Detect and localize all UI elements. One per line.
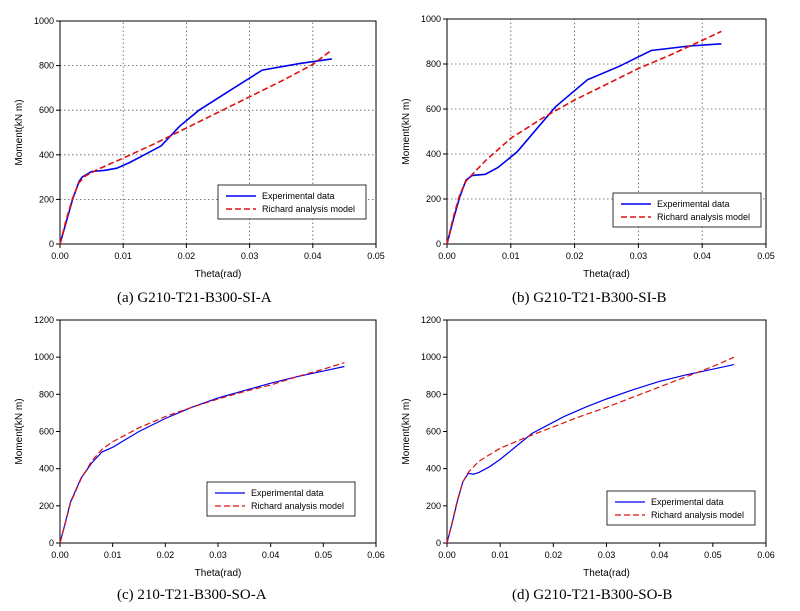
legend: Experimental data Richard analysis model: [206, 481, 356, 517]
x-tick-label: 0.03: [630, 251, 648, 261]
y-tick-label: 1200: [421, 315, 441, 325]
y-tick-label: 400: [39, 150, 54, 160]
y-tick-label: 600: [426, 104, 441, 114]
legend-box: [206, 481, 356, 517]
x-tick-label: 0.00: [51, 550, 69, 560]
x-tick-label: 0.03: [598, 550, 616, 560]
x-tick-label: 0.05: [757, 251, 775, 261]
y-tick-label: 400: [39, 464, 54, 474]
x-tick-label: 0.01: [114, 251, 132, 261]
y-axis-title: Moment(kN m): [401, 398, 412, 464]
x-tick-label: 0.06: [367, 550, 385, 560]
caption-b: (b) G210-T21-B300-SI-B: [512, 290, 667, 306]
chart-c: 0.00 0.01 0.02 0.03 0.04 0.05 0.06 0 200 400 600 80…: [14, 315, 385, 579]
x-tick-label: 0.00: [438, 251, 456, 261]
y-tick-label: 200: [39, 194, 54, 204]
x-tick-label: 0.05: [315, 550, 333, 560]
y-axis-title: Moment(kN m): [14, 398, 25, 464]
chart-d: 0.00 0.01 0.02 0.03 0.04 0.05 0.06 0 200 400 600 80…: [401, 315, 775, 579]
legend-label: Experimental data: [651, 497, 724, 507]
y-tick-label: 800: [39, 61, 54, 71]
caption-a: (a) G210-T21-B300-SI-A: [117, 290, 272, 306]
x-tick-label: 0.04: [262, 550, 280, 560]
chart-b: 0.00 0.01 0.02 0.03 0.04 0.05 0 200 400 600 800 100…: [401, 14, 775, 280]
y-tick-label: 600: [39, 105, 54, 115]
legend-box: [612, 192, 762, 228]
legend-label: Richard analysis model: [657, 212, 750, 222]
y-axis-title: Moment(kN m): [401, 98, 412, 164]
legend-label: Richard analysis model: [262, 204, 355, 214]
experimental-series-line: [59, 365, 345, 544]
x-axis-title: Theta(rad): [195, 269, 242, 280]
x-tick-label: 0.03: [209, 550, 227, 560]
legend-label: Experimental data: [657, 199, 730, 209]
legend-box: [606, 490, 756, 526]
caption-c: (c) 210-T21-B300-SO-A: [117, 587, 267, 603]
plot-frame: [59, 20, 377, 245]
model-series-line: [59, 362, 345, 544]
y-tick-label: 1000: [421, 14, 441, 24]
x-tick-label: 0.04: [651, 550, 669, 560]
y-tick-label: 0: [436, 239, 441, 249]
y-tick-label: 1000: [34, 16, 54, 26]
y-tick-label: 400: [426, 149, 441, 159]
legend-label: Experimental data: [251, 488, 324, 498]
x-tick-label: 0.00: [438, 550, 456, 560]
y-tick-label: 800: [39, 389, 54, 399]
y-tick-label: 600: [426, 427, 441, 437]
x-tick-label: 0.05: [367, 251, 385, 261]
y-axis-title: Moment(kN m): [14, 99, 25, 165]
legend-box: [217, 184, 367, 220]
y-tick-label: 200: [39, 501, 54, 511]
y-tick-label: 1200: [34, 315, 54, 325]
legend-label: Richard analysis model: [651, 510, 744, 520]
y-tick-label: 0: [49, 239, 54, 249]
x-tick-label: 0.01: [502, 251, 520, 261]
y-tick-label: 0: [49, 538, 54, 548]
x-axis-title: Theta(rad): [195, 568, 242, 579]
x-tick-label: 0.01: [104, 550, 122, 560]
y-tick-label: 1000: [34, 352, 54, 362]
y-tick-label: 600: [39, 427, 54, 437]
x-axis-title: Theta(rad): [583, 568, 630, 579]
y-tick-label: 800: [426, 389, 441, 399]
x-tick-label: 0.04: [304, 251, 322, 261]
x-axis-title: Theta(rad): [583, 269, 630, 280]
y-tick-label: 800: [426, 59, 441, 69]
x-tick-label: 0.00: [51, 251, 69, 261]
chart-a: 0.00 0.01 0.02 0.03 0.04 0.05 0 200 400 600 800 100…: [14, 16, 385, 280]
caption-d: (d) G210-T21-B300-SO-B: [512, 587, 673, 603]
y-tick-label: 200: [426, 501, 441, 511]
y-tick-label: 0: [436, 538, 441, 548]
legend: Experimental data Richard analysis model: [217, 184, 367, 220]
x-tick-label: 0.02: [157, 550, 175, 560]
plot-frame: [446, 18, 767, 245]
legend: Experimental data Richard analysis model: [612, 192, 762, 228]
legend-label: Experimental data: [262, 191, 335, 201]
x-tick-label: 0.04: [693, 251, 711, 261]
model-series-line: [59, 49, 333, 245]
y-tick-label: 1000: [421, 352, 441, 362]
legend-label: Richard analysis model: [251, 501, 344, 511]
x-tick-label: 0.05: [704, 550, 722, 560]
legend: Experimental data Richard analysis model: [606, 490, 756, 526]
x-tick-label: 0.01: [491, 550, 509, 560]
y-tick-label: 200: [426, 194, 441, 204]
x-tick-label: 0.02: [178, 251, 196, 261]
y-tick-label: 400: [426, 464, 441, 474]
x-tick-label: 0.06: [757, 550, 775, 560]
model-series-line: [446, 30, 722, 245]
x-tick-label: 0.02: [566, 251, 584, 261]
model-series-line: [446, 356, 735, 544]
x-tick-label: 0.02: [545, 550, 563, 560]
x-tick-label: 0.03: [241, 251, 259, 261]
